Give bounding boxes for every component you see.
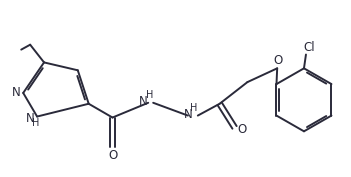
Text: N: N bbox=[12, 86, 21, 99]
Text: H: H bbox=[190, 103, 198, 113]
Text: N: N bbox=[139, 95, 148, 108]
Text: H: H bbox=[32, 118, 40, 129]
Text: O: O bbox=[238, 123, 247, 136]
Text: H: H bbox=[146, 90, 153, 100]
Text: O: O bbox=[108, 149, 117, 162]
Text: O: O bbox=[273, 54, 283, 67]
Text: N: N bbox=[184, 108, 192, 121]
Text: Cl: Cl bbox=[303, 41, 315, 54]
Text: N: N bbox=[26, 112, 34, 125]
